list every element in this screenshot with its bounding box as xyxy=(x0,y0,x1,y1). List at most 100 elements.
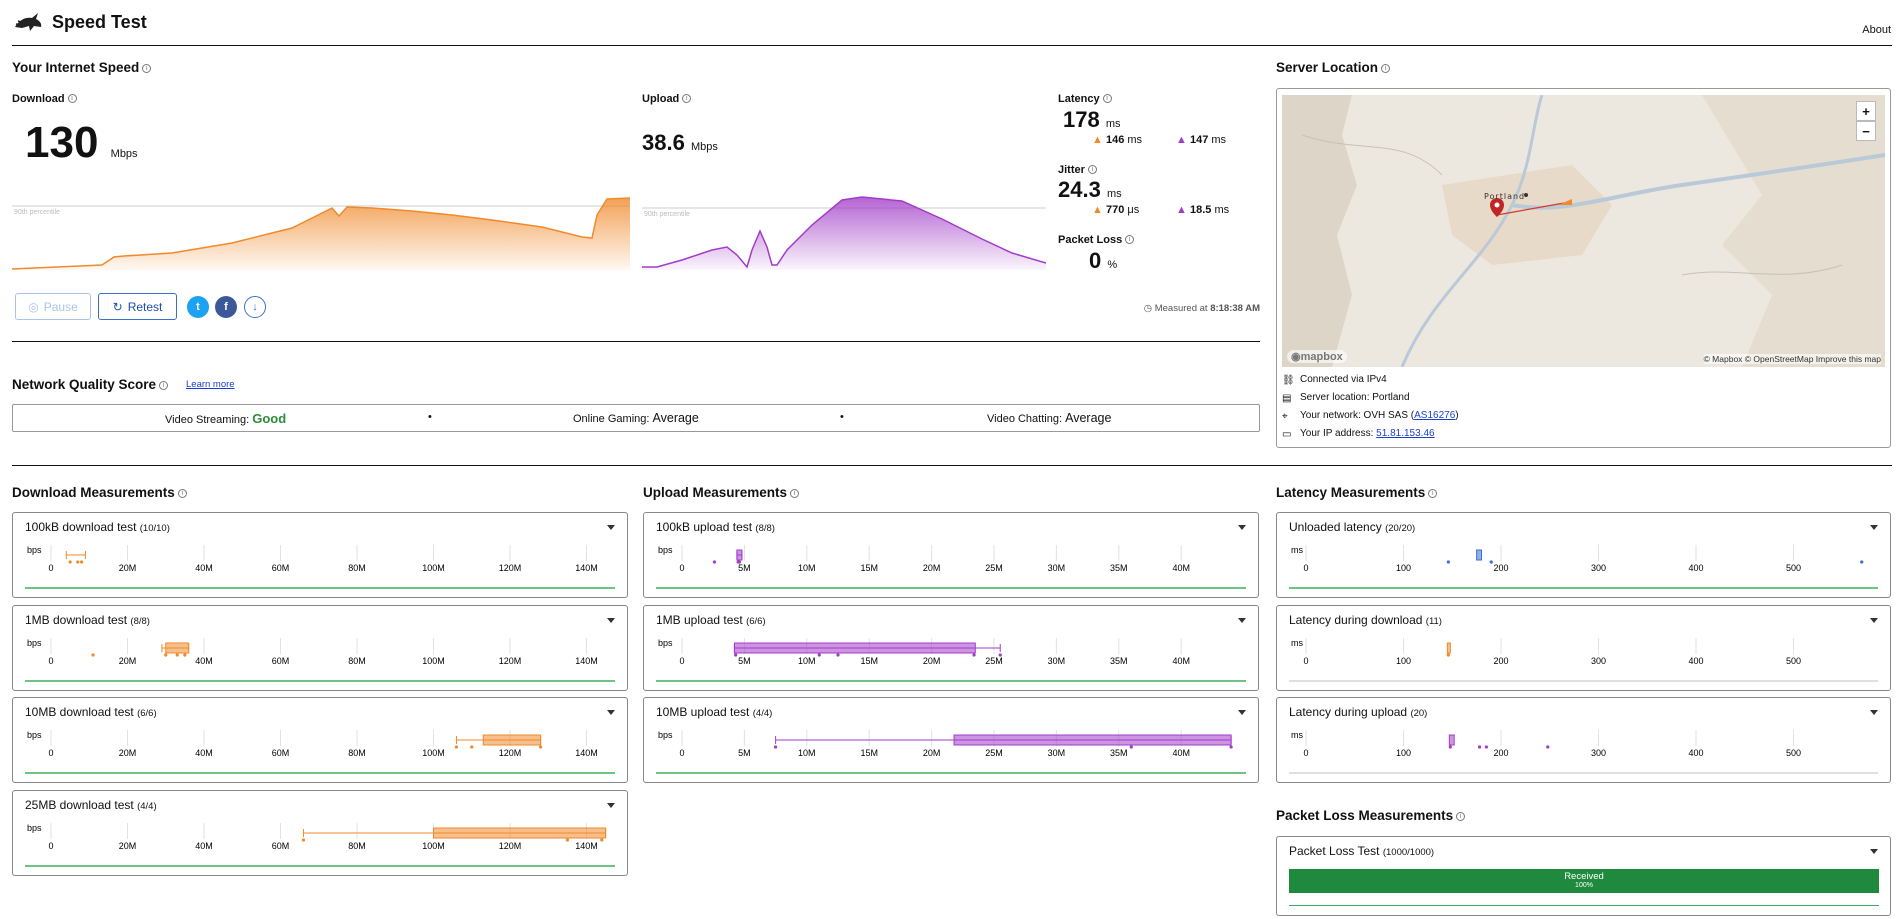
tick-label: 30M xyxy=(1048,563,1066,573)
twitter-share-button[interactable]: t xyxy=(187,296,209,318)
tick-label: 30M xyxy=(1048,656,1066,666)
info-icon[interactable]: i xyxy=(682,94,692,103)
unit-label: ms xyxy=(1291,545,1303,555)
chevron-down-icon[interactable] xyxy=(1870,525,1878,530)
info-icon[interactable]: i xyxy=(142,64,152,73)
info-icon[interactable]: i xyxy=(1456,812,1466,821)
tick-label: 25M xyxy=(985,656,1003,666)
download-measurements-title: Download Measurements i xyxy=(12,485,187,500)
upload-test-card[interactable]: 1MB upload test (6/6) bps 0 5M 10M 15M 20M 25M 3… xyxy=(643,604,1259,691)
tick-label: 80M xyxy=(348,841,366,851)
info-icon[interactable]: i xyxy=(1381,64,1391,73)
chevron-down-icon[interactable] xyxy=(607,525,615,530)
pause-button[interactable]: ◎ Pause xyxy=(15,293,91,320)
tick-label: 140M xyxy=(575,748,598,758)
data-point xyxy=(998,652,1002,657)
chevron-down-icon[interactable] xyxy=(607,710,615,715)
server-icon: ▤ xyxy=(1282,392,1292,404)
upload-test-title: 100kB upload test (8/8) xyxy=(656,520,775,534)
tick-label: 0 xyxy=(48,748,53,758)
tick-label: 35M xyxy=(1110,656,1128,666)
tick-label: 60M xyxy=(272,563,290,573)
latency-test-title: Unloaded latency (20/20) xyxy=(1289,520,1416,534)
box xyxy=(1446,642,1451,653)
chevron-down-icon[interactable] xyxy=(1238,617,1246,623)
tick-label: 10M xyxy=(798,563,816,573)
latency-download: ▲ 146 ms xyxy=(1092,134,1143,146)
server-panel xyxy=(1276,88,1891,448)
network-icon: ⛓ xyxy=(1282,374,1295,386)
tick-label: 200 xyxy=(1493,748,1508,758)
tick-label: 300 xyxy=(1591,748,1606,758)
chevron-down-icon[interactable] xyxy=(1870,617,1878,623)
improve-map-link[interactable]: Improve this map xyxy=(1815,354,1881,364)
tick-label: 40M xyxy=(195,656,213,666)
tick-label: 20M xyxy=(119,841,137,851)
upload-test-card[interactable]: 100kB upload test (8/8) bps 0 5M 10M 15M 20M 25… xyxy=(643,512,1259,598)
upload-latency-icon: ▲ xyxy=(1176,134,1187,146)
info-icon[interactable]: i xyxy=(1102,94,1112,103)
zoom-in-button[interactable]: + xyxy=(1856,101,1876,121)
server-map[interactable]: Portland + − ◉mapbox © Mapbox © OpenStre… xyxy=(1282,95,1885,367)
chevron-down-icon[interactable] xyxy=(1870,710,1878,715)
info-icon[interactable]: i xyxy=(790,489,800,498)
info-icon[interactable]: i xyxy=(159,381,169,390)
about-link[interactable]: About xyxy=(1862,24,1891,36)
download-test-plot: bps 0 20M 40M 60M 80M 100M 120M 140M xyxy=(25,545,615,589)
zoom-out-button[interactable]: − xyxy=(1856,121,1876,141)
retest-button[interactable]: ↻ Retest xyxy=(98,293,177,320)
download-test-plot: bps 0 20M 40M 60M 80M 100M 120M 140M xyxy=(25,730,615,774)
server-location-title: Server Location i xyxy=(1276,60,1391,75)
tick-label: 0 xyxy=(48,656,53,666)
packet-loss-test-card[interactable]: Packet Loss Test (1000/1000) Received 10… xyxy=(1276,836,1891,916)
data-point xyxy=(91,652,95,657)
jitter-upload: ▲ 18.5 ms xyxy=(1176,204,1230,216)
download-test-card[interactable]: 10MB download test (6/6) bps 0 20M 40M 60M 80M… xyxy=(12,697,628,783)
your-network-line: ⌖ Your network: OVH SAS (AS16276) xyxy=(1282,410,1459,422)
asn-link[interactable]: AS16276 xyxy=(1414,410,1456,421)
data-point xyxy=(565,837,569,842)
user-location-marker-icon xyxy=(1558,199,1572,205)
download-test-title: 10MB download test (6/6) xyxy=(25,705,157,719)
upload-test-title: 10MB upload test (4/4) xyxy=(656,705,773,719)
info-icon[interactable]: i xyxy=(1087,165,1097,174)
chevron-down-icon[interactable] xyxy=(1870,849,1878,854)
unit-label: bps xyxy=(27,730,42,740)
chevron-down-icon[interactable] xyxy=(607,802,615,808)
latency-test-plot: ms0 100 200 300 400 500 xyxy=(1289,637,1878,682)
data-point xyxy=(164,652,168,657)
data-point xyxy=(76,560,80,564)
latency-test-card[interactable]: Unloaded latency (20/20) ms 0 100 200 300 400 5… xyxy=(1276,512,1891,598)
learn-more-link[interactable]: Learn more xyxy=(186,379,235,390)
box xyxy=(1476,549,1482,561)
packet-loss-test-title: Packet Loss Test (1000/1000) xyxy=(1289,844,1435,858)
info-icon[interactable]: i xyxy=(177,489,187,498)
chevron-down-icon[interactable] xyxy=(1238,710,1246,715)
latency-test-card[interactable]: Latency during upload (20) ms 0 100 200 300 40… xyxy=(1276,697,1891,783)
measured-at: ◷ Measured at 8:18:38 AM xyxy=(1143,303,1260,314)
download-test-card[interactable]: 1MB download test (8/8) bps 0 20M 40M 60M 80M 1… xyxy=(12,604,628,691)
tick-label: 40M xyxy=(1172,563,1190,573)
download-results-button[interactable]: ↓ xyxy=(244,296,266,318)
packet-loss-label: Packet Loss i xyxy=(1058,234,1135,246)
upload-test-card[interactable]: 10MB upload test (4/4) bps 0 5M 10M 15M 20M 25M… xyxy=(643,697,1259,783)
info-icon[interactable]: i xyxy=(1428,489,1438,498)
tick-label: 15M xyxy=(860,563,878,573)
latency-test-card[interactable]: Latency during download (11) ms 0 100 200 300… xyxy=(1276,604,1891,691)
nqs-video-streaming: Video Streaming: Good xyxy=(165,411,287,426)
download-test-card[interactable]: 100kB download test (10/10) bps 0 20M 40M 60M… xyxy=(12,512,628,598)
facebook-share-button[interactable]: f xyxy=(215,296,237,318)
chevron-down-icon[interactable] xyxy=(1238,525,1246,530)
download-test-card[interactable]: 25MB download test (4/4) bps 0 20M 40M 60M 80M… xyxy=(12,789,628,876)
info-icon[interactable]: i xyxy=(1125,235,1135,244)
ip-link[interactable]: 51.81.153.46 xyxy=(1376,428,1435,439)
tick-label: 140M xyxy=(575,841,598,851)
data-point xyxy=(454,745,459,749)
data-point xyxy=(539,745,543,749)
chevron-down-icon[interactable] xyxy=(607,617,615,623)
latency-test-title: Latency during download (11) xyxy=(1289,612,1442,627)
data-point xyxy=(737,560,742,564)
data-point xyxy=(1484,745,1488,749)
tick-label: 200 xyxy=(1493,656,1508,666)
info-icon[interactable]: i xyxy=(67,94,77,103)
